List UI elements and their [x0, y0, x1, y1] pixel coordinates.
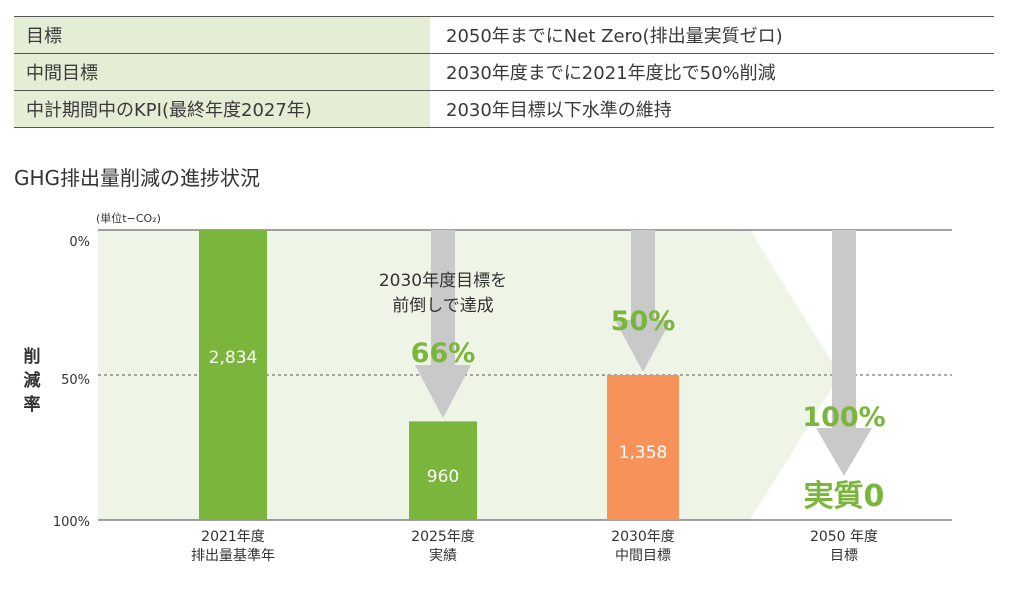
- row-value: 2030年度までに2021年度比で50%削減: [430, 53, 994, 91]
- category-label: 2025年度: [411, 529, 475, 545]
- net-zero-label: 実質0: [804, 479, 885, 514]
- y-tick-label: 50%: [61, 373, 90, 388]
- pct-label-2030: 50%: [611, 306, 676, 337]
- bar-value-label: 2,834: [209, 348, 258, 368]
- bar-value-label: 1,358: [619, 443, 668, 463]
- row-value: 2050年までにNet Zero(排出量実質ゼロ): [430, 16, 994, 54]
- row-key: 中計期間中のKPI(最終年度2027年): [14, 90, 430, 128]
- bar-2030: [607, 375, 679, 520]
- category-label: 2021年度: [201, 529, 265, 545]
- bar-value-label: 960: [427, 467, 459, 487]
- y-tick-label: 0%: [69, 235, 90, 250]
- section-title: GHG排出量削減の進捗状況: [14, 166, 261, 190]
- ghg-reduction-chart: (単位t−CO₂) 0% 50% 100% 削減率 2,834 960 1,35…: [24, 211, 952, 564]
- y-axis-label: 削減率: [24, 346, 41, 415]
- row-key: 中間目標: [14, 53, 430, 91]
- pct-label-2025: 66%: [411, 338, 476, 369]
- y-tick-label: 100%: [53, 515, 90, 530]
- pct-label-2050: 100%: [802, 402, 885, 433]
- row-value: 2030年目標以下水準の維持: [430, 90, 994, 128]
- table-row: 目標 2050年までにNet Zero(排出量実質ゼロ): [14, 16, 994, 54]
- category-label: 排出量基準年: [191, 547, 275, 564]
- table-row: 中間目標 2030年度までに2021年度比で50%削減: [14, 53, 994, 91]
- down-arrow-icon: [615, 230, 671, 372]
- annotation-line-2: 前倒しで達成: [392, 296, 494, 316]
- y-axis-label-char: 率: [24, 394, 41, 415]
- row-key: 目標: [14, 16, 430, 54]
- y-axis-label-char: 削: [24, 346, 41, 367]
- y-axis-label-char: 減: [24, 370, 41, 391]
- bar-2025: [409, 421, 477, 520]
- category-label: 中間目標: [615, 548, 671, 564]
- bar-2021: [199, 230, 267, 520]
- down-arrow-icon: [415, 230, 471, 418]
- table-row: 中計期間中のKPI(最終年度2027年) 2030年目標以下水準の維持: [14, 90, 994, 128]
- category-label: 実績: [429, 548, 457, 564]
- kpi-table: 目標 2050年までにNet Zero(排出量実質ゼロ) 中間目標 2030年度…: [14, 16, 994, 128]
- unit-label: (単位t−CO₂): [96, 211, 161, 225]
- category-label: 2050 年度: [810, 529, 878, 545]
- category-label: 2030年度: [611, 529, 675, 545]
- annotation-line-1: 2030年度目標を: [379, 271, 507, 291]
- category-label: 目標: [830, 548, 858, 564]
- down-arrow-icon: [816, 230, 872, 476]
